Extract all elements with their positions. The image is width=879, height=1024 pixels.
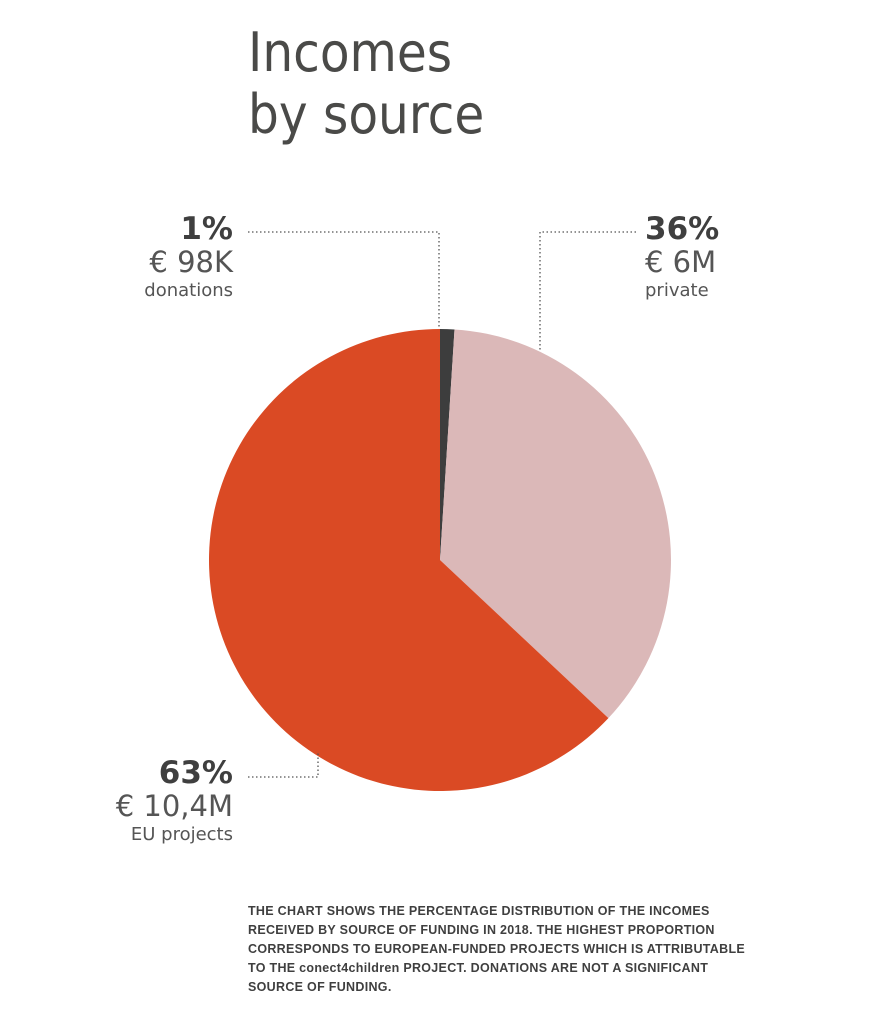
slice-name-eu-projects: EU projects bbox=[130, 824, 233, 845]
pie-slices bbox=[208, 329, 671, 792]
leader-line-private bbox=[539, 231, 636, 350]
slice-name-private: private bbox=[645, 280, 709, 301]
slice-amount-private: € 6M bbox=[645, 245, 717, 279]
slice-amount-eu-projects: € 10,4M bbox=[115, 789, 233, 823]
leader-lines bbox=[248, 231, 636, 778]
chart-caption: THE CHART SHOWS THE PERCENTAGE DISTRIBUT… bbox=[248, 904, 746, 994]
title-line-1: Incomes bbox=[248, 21, 453, 84]
slice-amount-donations: € 98K bbox=[149, 245, 233, 279]
slice-percent-eu-projects: 63% bbox=[158, 755, 233, 791]
slice-label-donations: 1% € 98K donations bbox=[144, 213, 233, 303]
slice-label-private: 36% € 6M private bbox=[645, 213, 719, 303]
leader-line-donations bbox=[248, 231, 440, 328]
slice-percent-private: 36% bbox=[645, 211, 720, 247]
slice-label-eu-projects: 63% € 10,4M EU projects bbox=[116, 757, 233, 847]
title-line-2: by source bbox=[248, 83, 485, 146]
leader-line-eu-projects bbox=[248, 752, 319, 778]
slice-percent-donations: 1% bbox=[180, 211, 233, 247]
pie-slice-donations bbox=[440, 329, 455, 560]
slice-name-donations: donations bbox=[144, 280, 233, 301]
chart-title: Incomes by source bbox=[248, 22, 484, 146]
pie-slice-eu-projects bbox=[208, 329, 609, 792]
pie-slice-private bbox=[440, 329, 671, 719]
